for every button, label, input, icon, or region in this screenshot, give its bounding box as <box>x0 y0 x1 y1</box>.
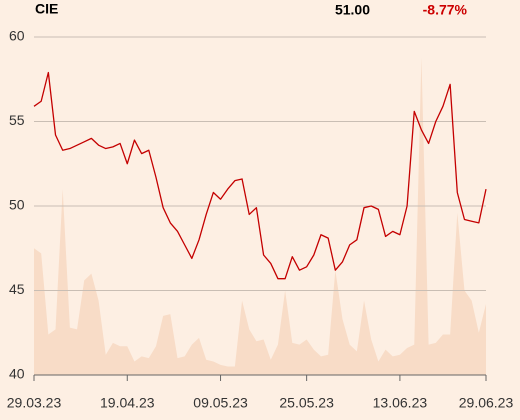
price-line <box>33 71 487 280</box>
y-tick-label: 60 <box>9 28 25 44</box>
price: 51.00 <box>335 2 370 18</box>
x-tick-label: 13.06.23 <box>373 395 428 411</box>
y-tick-label: 50 <box>9 197 25 213</box>
y-tick-label: 45 <box>9 281 25 297</box>
y-tick-label: 40 <box>9 366 25 382</box>
change: -8.77% <box>423 2 468 18</box>
ticker: CIE <box>35 1 58 17</box>
x-tick-label: 19.04.23 <box>100 395 155 411</box>
volume-area <box>34 57 486 375</box>
y-tick-label: 55 <box>9 112 25 128</box>
x-tick-label: 29.03.23 <box>7 395 62 411</box>
x-tick-label: 25.05.23 <box>279 395 334 411</box>
x-tick-label: 09.05.23 <box>193 395 248 411</box>
x-tick-label: 29.06.23 <box>459 395 514 411</box>
